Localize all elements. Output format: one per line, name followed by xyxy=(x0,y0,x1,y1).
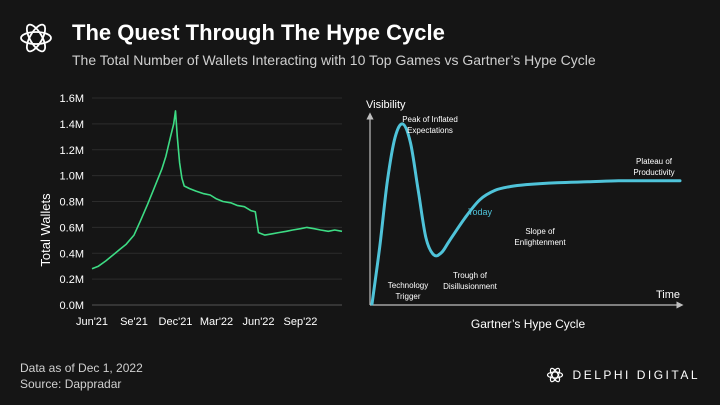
page-subtitle: The Total Number of Wallets Interacting … xyxy=(72,52,596,68)
y-tick-labels: 0.0M 0.2M 0.4M 0.6M 0.8M 1.0M 1.2M 1.4M 1.6M xyxy=(60,93,84,312)
slope-label: Slope of Enlightenment xyxy=(514,227,566,247)
today-label: Today xyxy=(468,207,493,217)
delphi-logo-icon xyxy=(20,23,52,53)
y-tick-label: 0.2M xyxy=(60,274,84,286)
y-tick-label: 0.4M xyxy=(60,248,84,260)
hype-cycle-diagram: Visibility Time Today Peak of Inflated Ex… xyxy=(366,99,684,331)
x-tick-label: Jun'21 xyxy=(76,316,108,328)
data-note: Data as of Dec 1, 2022 xyxy=(20,361,143,375)
x-tick-label: Dec'21 xyxy=(159,316,193,328)
y-tick-label: 1.6M xyxy=(60,93,84,105)
x-tick-labels: Jun'21 Se'21 Dec'21 Mar'22 Jun'22 Sep'22 xyxy=(76,316,317,328)
y-tick-label: 1.0M xyxy=(60,171,84,183)
y-gridlines xyxy=(92,97,342,306)
y-axis-title: Total Wallets xyxy=(38,193,53,267)
plateau-label: Plateau of Productivity xyxy=(633,157,674,177)
x-tick-label: Jun'22 xyxy=(242,316,274,328)
brand-footer: DELPHI DIGITAL xyxy=(545,365,700,385)
hype-chart-title: Gartner’s Hype Cycle xyxy=(471,317,586,331)
x-tick-label: Sep'22 xyxy=(284,316,318,328)
hype-x-label: Time xyxy=(656,289,680,301)
y-tick-label: 1.2M xyxy=(60,145,84,157)
delphi-brand-icon xyxy=(546,367,563,383)
y-tick-label: 1.4M xyxy=(60,119,84,131)
brand-name: DELPHI DIGITAL xyxy=(572,368,700,382)
wallets-series-line xyxy=(91,110,343,270)
hype-curve-line xyxy=(370,122,682,306)
x-tick-label: Mar'22 xyxy=(200,316,233,328)
trigger-label: Technology Trigger xyxy=(388,281,428,301)
y-tick-label: 0.8M xyxy=(60,197,84,209)
trough-label: Trough of Disillusionment xyxy=(443,271,498,291)
peak-label: Peak of Inflated Expectations xyxy=(402,115,458,135)
y-tick-label: 0.0M xyxy=(60,300,84,312)
y-tick-label: 0.6M xyxy=(60,222,84,234)
x-tick-label: Se'21 xyxy=(120,316,148,328)
hype-y-label: Visibility xyxy=(366,99,406,111)
source-note: Source: Dappradar xyxy=(20,377,122,391)
page-title: The Quest Through The Hype Cycle xyxy=(72,20,445,45)
wallets-line-chart: Total Wallets 0.0M 0.2M 0.4M 0.6M 0.8M 1.0M 1.… xyxy=(38,93,343,328)
